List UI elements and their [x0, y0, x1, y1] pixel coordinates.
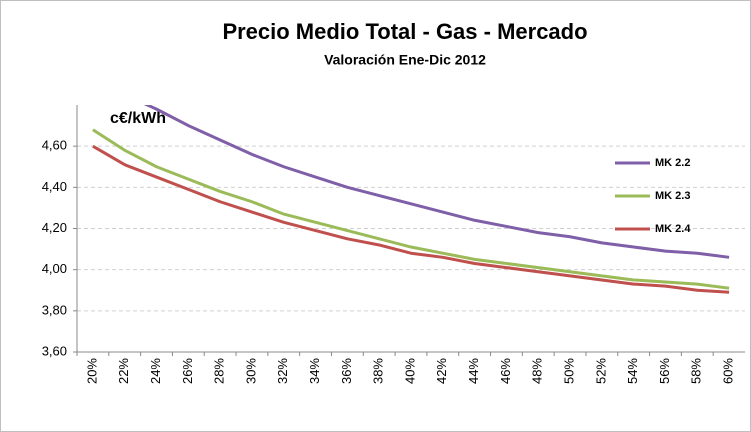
x-tick-label: 50%	[561, 358, 576, 384]
x-tick-label: 30%	[243, 358, 258, 384]
x-tick-label: 42%	[434, 358, 449, 384]
x-tick-label: 22%	[116, 358, 131, 384]
x-tick-label: 60%	[721, 358, 736, 384]
y-tick-label: 4,60	[42, 138, 67, 153]
x-tick-label: 40%	[402, 358, 417, 384]
x-tick-label: 36%	[339, 358, 354, 384]
x-tick-label: 56%	[657, 358, 672, 384]
x-tick-label: 24%	[148, 358, 163, 384]
y-axis-label: c€/kWh	[110, 110, 166, 127]
x-tick-label: 28%	[212, 358, 227, 384]
y-tick-label: 3,80	[42, 302, 67, 317]
series-line	[143, 105, 730, 259]
x-tick-label: 48%	[530, 358, 545, 384]
legend-label: MK 2.4	[655, 223, 691, 235]
legend-label: MK 2.3	[655, 190, 690, 202]
y-tick-label: 4,00	[42, 261, 67, 276]
legend-label: MK 2.2	[655, 157, 690, 169]
x-tick-label: 38%	[371, 358, 386, 384]
x-tick-label: 32%	[275, 358, 290, 384]
series-line	[92, 144, 730, 294]
y-tick-label: 3,60	[42, 343, 67, 358]
x-tick-label: 26%	[180, 358, 195, 384]
x-tick-label: 52%	[593, 358, 608, 384]
x-tick-label: 34%	[307, 358, 322, 384]
x-tick-label: 54%	[625, 358, 640, 384]
y-tick-label: 4,40	[42, 179, 67, 194]
x-tick-label: 46%	[498, 358, 513, 384]
chart-title: Precio Medio Total - Gas - Mercado	[222, 19, 587, 44]
x-tick-label: 44%	[466, 358, 481, 384]
x-tick-label: 20%	[84, 358, 99, 384]
x-tick-label: 58%	[689, 358, 704, 384]
series-line	[92, 128, 730, 290]
plot-area	[92, 105, 730, 294]
y-tick-label: 4,20	[42, 220, 67, 235]
chart-subtitle: Valoración Ene-Dic 2012	[324, 52, 486, 68]
